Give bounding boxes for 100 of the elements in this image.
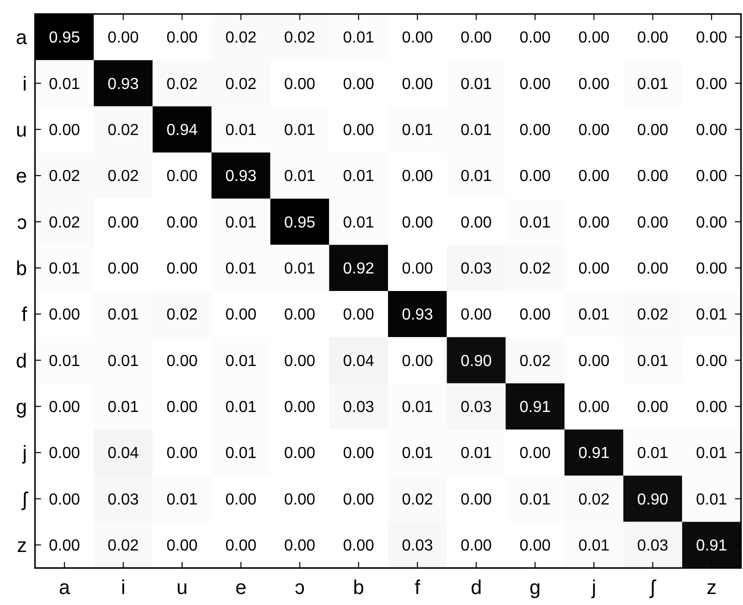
data-label: 0.01 <box>402 399 434 416</box>
y-tick-label: z <box>17 534 27 557</box>
data-label: 0.04 <box>108 445 139 462</box>
y-tick-label: e <box>16 166 27 188</box>
data-label: 0.01 <box>343 214 374 232</box>
x-tick-label: ʃ <box>648 577 657 599</box>
data-label: 0.01 <box>225 352 257 370</box>
data-label: 0.02 <box>225 30 257 47</box>
data-label: 0.93 <box>402 306 434 324</box>
data-label: 0.00 <box>343 76 374 93</box>
data-label: 0.90 <box>460 352 492 370</box>
data-label: 0.91 <box>696 538 728 555</box>
data-label: 0.00 <box>460 214 492 232</box>
data-label: 0.00 <box>696 122 728 140</box>
data-label: 0.01 <box>108 352 139 370</box>
data-label: 0.00 <box>578 76 610 93</box>
data-label: 0.00 <box>637 30 668 47</box>
data-label: 0.03 <box>108 491 139 508</box>
data-label: 0.00 <box>520 30 551 47</box>
data-label: 0.00 <box>696 30 728 47</box>
data-label: 0.01 <box>48 260 80 278</box>
data-label: 0.93 <box>108 76 139 93</box>
data-label: 0.00 <box>284 399 316 416</box>
data-label: 0.00 <box>520 306 551 324</box>
data-label: 0.01 <box>225 122 257 140</box>
data-label: 0.00 <box>166 30 198 47</box>
data-label: 0.02 <box>284 30 316 47</box>
data-label: 0.01 <box>108 399 139 416</box>
data-label: 0.00 <box>402 30 434 47</box>
data-label: 0.01 <box>460 122 492 140</box>
data-label: 0.00 <box>48 538 80 555</box>
data-label: 0.94 <box>166 122 198 140</box>
x-tick-label: b <box>353 577 364 599</box>
data-label: 0.01 <box>696 491 728 508</box>
data-label: 0.02 <box>578 491 610 508</box>
data-label: 0.01 <box>225 260 257 278</box>
data-label: 0.00 <box>520 445 551 462</box>
x-tick-label: e <box>235 577 246 599</box>
data-label: 0.00 <box>284 538 316 555</box>
data-label: 0.01 <box>48 352 80 370</box>
data-label: 0.00 <box>48 306 80 324</box>
data-label: 0.00 <box>48 399 80 416</box>
data-label: 0.03 <box>460 260 492 278</box>
data-label: 0.00 <box>343 491 374 508</box>
data-label: 0.00 <box>225 306 257 324</box>
data-label: 0.00 <box>460 30 492 47</box>
data-label: 0.01 <box>460 445 492 462</box>
data-label: 0.01 <box>225 399 257 416</box>
data-label: 0.00 <box>166 214 198 232</box>
data-label: 0.01 <box>48 76 80 93</box>
data-label: 0.00 <box>578 122 610 140</box>
data-label: 0.02 <box>520 352 551 370</box>
data-label: 0.00 <box>578 30 610 47</box>
data-label: 0.02 <box>108 168 139 186</box>
data-label: 0.00 <box>343 306 374 324</box>
data-label: 0.01 <box>225 445 257 462</box>
data-label: 0.01 <box>402 445 434 462</box>
data-label: 0.00 <box>520 122 551 140</box>
data-label: 0.01 <box>520 214 551 232</box>
data-label: 0.00 <box>460 306 492 324</box>
data-label: 0.00 <box>108 260 139 278</box>
data-label: 0.00 <box>696 260 728 278</box>
data-label: 0.02 <box>520 260 551 278</box>
data-label: 0.00 <box>696 399 728 416</box>
data-label: 0.01 <box>637 445 668 462</box>
data-label: 0.00 <box>284 352 316 370</box>
data-label: 0.95 <box>48 30 80 47</box>
data-label: 0.00 <box>284 445 316 462</box>
data-label: 0.00 <box>520 538 551 555</box>
y-tick-label: ʃ <box>20 488 29 511</box>
data-label: 0.00 <box>696 352 728 370</box>
data-label: 0.02 <box>166 306 198 324</box>
data-label: 0.00 <box>578 399 610 416</box>
y-tick-label: ɔ <box>17 212 27 234</box>
data-label: 0.00 <box>343 122 374 140</box>
data-label: 0.01 <box>166 491 198 508</box>
data-label: 0.00 <box>225 491 257 508</box>
data-label: 0.00 <box>48 491 80 508</box>
data-label: 0.00 <box>48 122 80 140</box>
data-label: 0.02 <box>637 306 668 324</box>
data-label: 0.00 <box>402 260 434 278</box>
y-tick-label: a <box>16 27 28 50</box>
data-label: 0.95 <box>284 214 316 232</box>
data-label: 0.00 <box>48 445 80 462</box>
data-label: 0.00 <box>166 445 198 462</box>
x-tick-label: ɔ <box>294 577 305 599</box>
data-label: 0.00 <box>696 214 728 232</box>
data-label: 0.02 <box>225 76 257 93</box>
x-tick-label: a <box>58 577 71 599</box>
y-tick-label: u <box>16 119 27 142</box>
data-label: 0.01 <box>402 122 434 140</box>
data-label: 0.02 <box>166 76 198 93</box>
y-tick-label: d <box>16 350 27 372</box>
x-tick-label: u <box>176 577 188 599</box>
data-label: 0.01 <box>284 168 316 186</box>
data-label: 0.00 <box>460 491 492 508</box>
data-label: 0.00 <box>343 445 374 462</box>
data-label: 0.01 <box>343 30 374 47</box>
data-label: 0.02 <box>108 538 139 555</box>
data-label: 0.00 <box>284 306 316 324</box>
